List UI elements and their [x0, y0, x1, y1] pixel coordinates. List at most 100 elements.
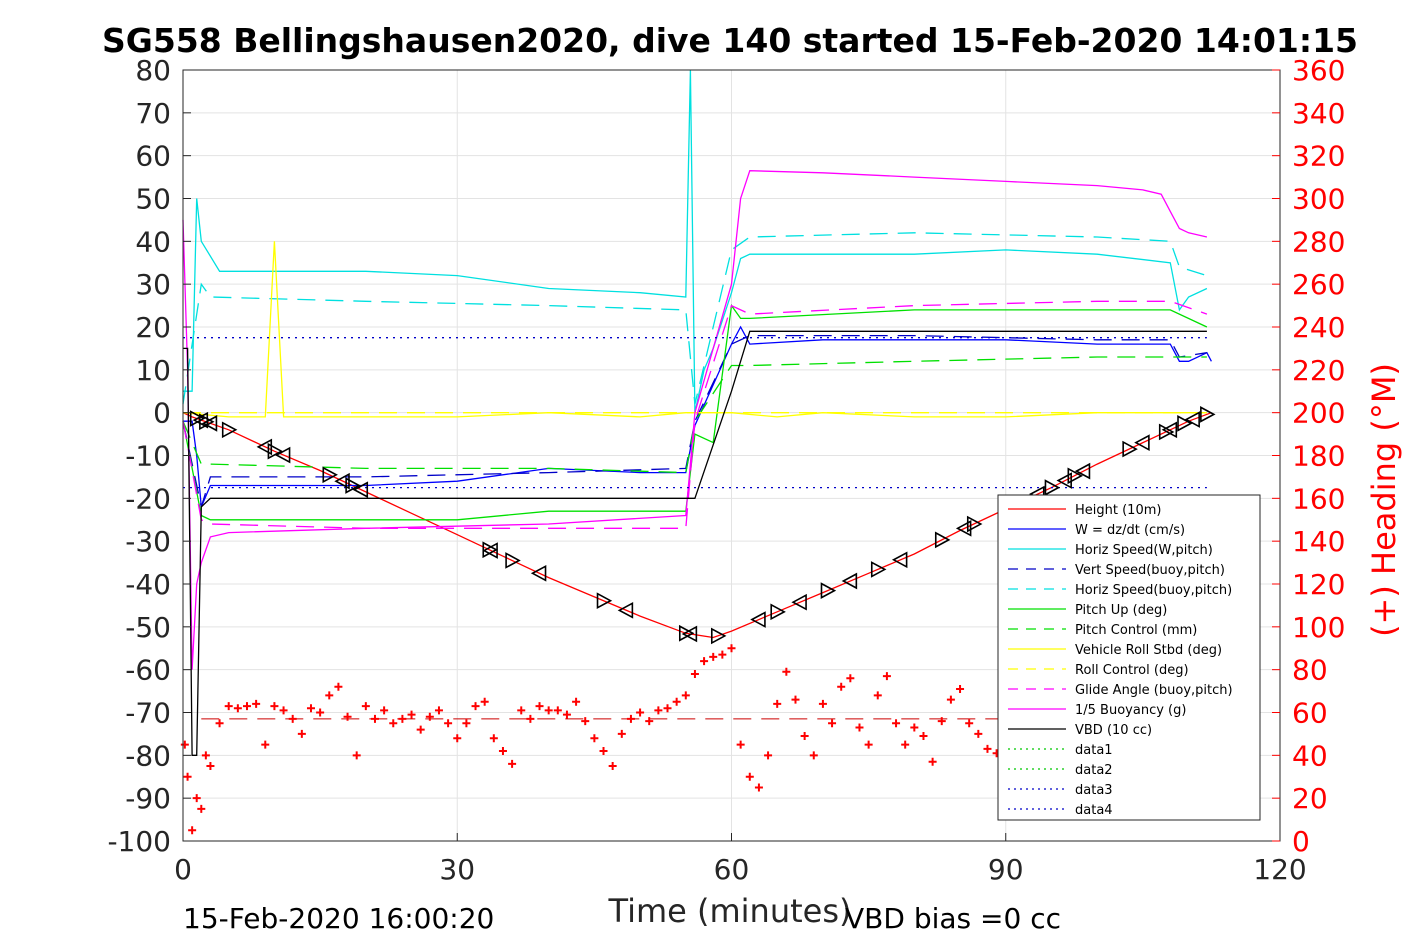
- heading-marker: [955, 519, 972, 537]
- heading-marker: [681, 625, 698, 643]
- chart-title: SG558 Bellingshausen2020, dive 140 start…: [102, 21, 1358, 60]
- heading-point: [188, 826, 197, 835]
- y-right-tick-label: 60: [1292, 697, 1328, 730]
- heading-point: [654, 706, 663, 715]
- heading-point: [681, 691, 690, 700]
- heading-point: [389, 719, 398, 728]
- y-right-tick-label: 240: [1292, 311, 1345, 344]
- heading-point: [498, 747, 507, 756]
- heading-point: [663, 704, 672, 713]
- heading-point: [370, 714, 379, 723]
- heading-marker: [1184, 411, 1200, 428]
- heading-point: [974, 729, 983, 738]
- y-right-tick-label: 120: [1292, 568, 1345, 601]
- y-right-tick-label: 280: [1292, 225, 1345, 258]
- heading-point: [800, 732, 809, 741]
- heading-point: [700, 657, 709, 666]
- legend: Height (10m) W = dz/dt (cm/s) Horiz Speed(…: [997, 494, 1261, 821]
- x-tick-label: 30: [439, 853, 475, 886]
- x-tick-label: 90: [988, 853, 1024, 886]
- y-left-tick-label: 80: [135, 54, 171, 87]
- y-left-tick-label: -10: [125, 440, 171, 473]
- heading-marker: [617, 602, 634, 619]
- heading-point: [343, 712, 352, 721]
- heading-marker: [891, 551, 908, 569]
- heading-point: [489, 734, 498, 743]
- heading-point: [773, 699, 782, 708]
- heading-point: [197, 804, 206, 813]
- heading-marker: [1074, 462, 1091, 480]
- heading-point: [224, 702, 233, 711]
- right-axis-label: (+) Heading (°M): [1365, 363, 1403, 637]
- series-layer: [182, 69, 1212, 756]
- heading-marker: [1134, 434, 1150, 451]
- y-left-tick-label: 20: [135, 311, 171, 344]
- heading-point: [270, 702, 279, 711]
- heading-point: [297, 729, 306, 738]
- heading-marker: [322, 466, 338, 484]
- heading-point: [617, 729, 626, 738]
- heading-point: [444, 719, 453, 728]
- heading-point: [544, 706, 553, 715]
- heading-marker: [256, 438, 273, 456]
- heading-marker: [596, 592, 613, 610]
- heading-marker: [841, 572, 858, 590]
- y-right-tick-label: 0: [1292, 825, 1310, 858]
- y-right-tick-label: 40: [1292, 739, 1328, 772]
- x-tick-label: 120: [1253, 853, 1306, 886]
- heading-point: [709, 652, 718, 661]
- y-right-tick-label: 100: [1292, 611, 1345, 644]
- y-left-tick-label: -90: [125, 782, 171, 815]
- heading-marker: [221, 421, 238, 439]
- y-right-tick-label: 360: [1292, 54, 1345, 87]
- heading-point: [252, 699, 261, 708]
- heading-point: [892, 719, 901, 728]
- series-line: [182, 241, 1207, 418]
- x-tick-label: 0: [174, 853, 192, 886]
- heading-marker: [192, 411, 209, 429]
- heading-marker: [1200, 406, 1216, 423]
- x-tick-label: 60: [714, 853, 750, 886]
- heading-point: [306, 704, 315, 713]
- heading-marker: [1044, 479, 1061, 496]
- heading-marker: [345, 477, 361, 494]
- heading-point: [727, 644, 736, 653]
- heading-marker: [710, 627, 727, 645]
- legend-label: data4: [1075, 803, 1113, 818]
- heading-point: [453, 734, 462, 743]
- legend-label: Glide Angle (buoy,pitch): [1075, 683, 1233, 698]
- legend-label: Vert Speed(buoy,pitch): [1075, 563, 1225, 578]
- legend-label: data2: [1075, 763, 1113, 778]
- legend-label: VBD (10 cc): [1075, 723, 1152, 738]
- heading-point: [416, 725, 425, 734]
- heading-point: [316, 708, 325, 717]
- heading-point: [672, 697, 681, 706]
- y-left-tick-label: -50: [125, 611, 171, 644]
- series-line: [183, 325, 1212, 508]
- heading-point: [233, 704, 242, 713]
- heading-point: [754, 783, 763, 792]
- y-left-tick-label: -70: [125, 697, 171, 730]
- heading-point: [471, 702, 480, 711]
- heading-point: [599, 747, 608, 756]
- heading-point: [855, 723, 864, 732]
- heading-marker: [505, 552, 521, 569]
- y-left-tick-label: -30: [125, 525, 171, 558]
- heading-point: [983, 744, 992, 753]
- y-left-tick-label: 60: [135, 140, 171, 173]
- heading-point: [764, 751, 773, 760]
- series-line: [182, 303, 1208, 521]
- heading-point: [201, 751, 210, 760]
- heading-point: [192, 794, 201, 803]
- y-right-tick-label: 180: [1292, 440, 1345, 473]
- y-left-tick-label: 10: [135, 354, 171, 387]
- heading-point: [462, 719, 471, 728]
- heading-point: [791, 695, 800, 704]
- footer-vbd-bias: VBD bias =0 cc: [845, 902, 1061, 935]
- series-line: [183, 330, 1207, 756]
- heading-point: [261, 740, 270, 749]
- heading-point: [965, 719, 974, 728]
- heading-point: [937, 717, 946, 726]
- heading-point: [919, 732, 928, 741]
